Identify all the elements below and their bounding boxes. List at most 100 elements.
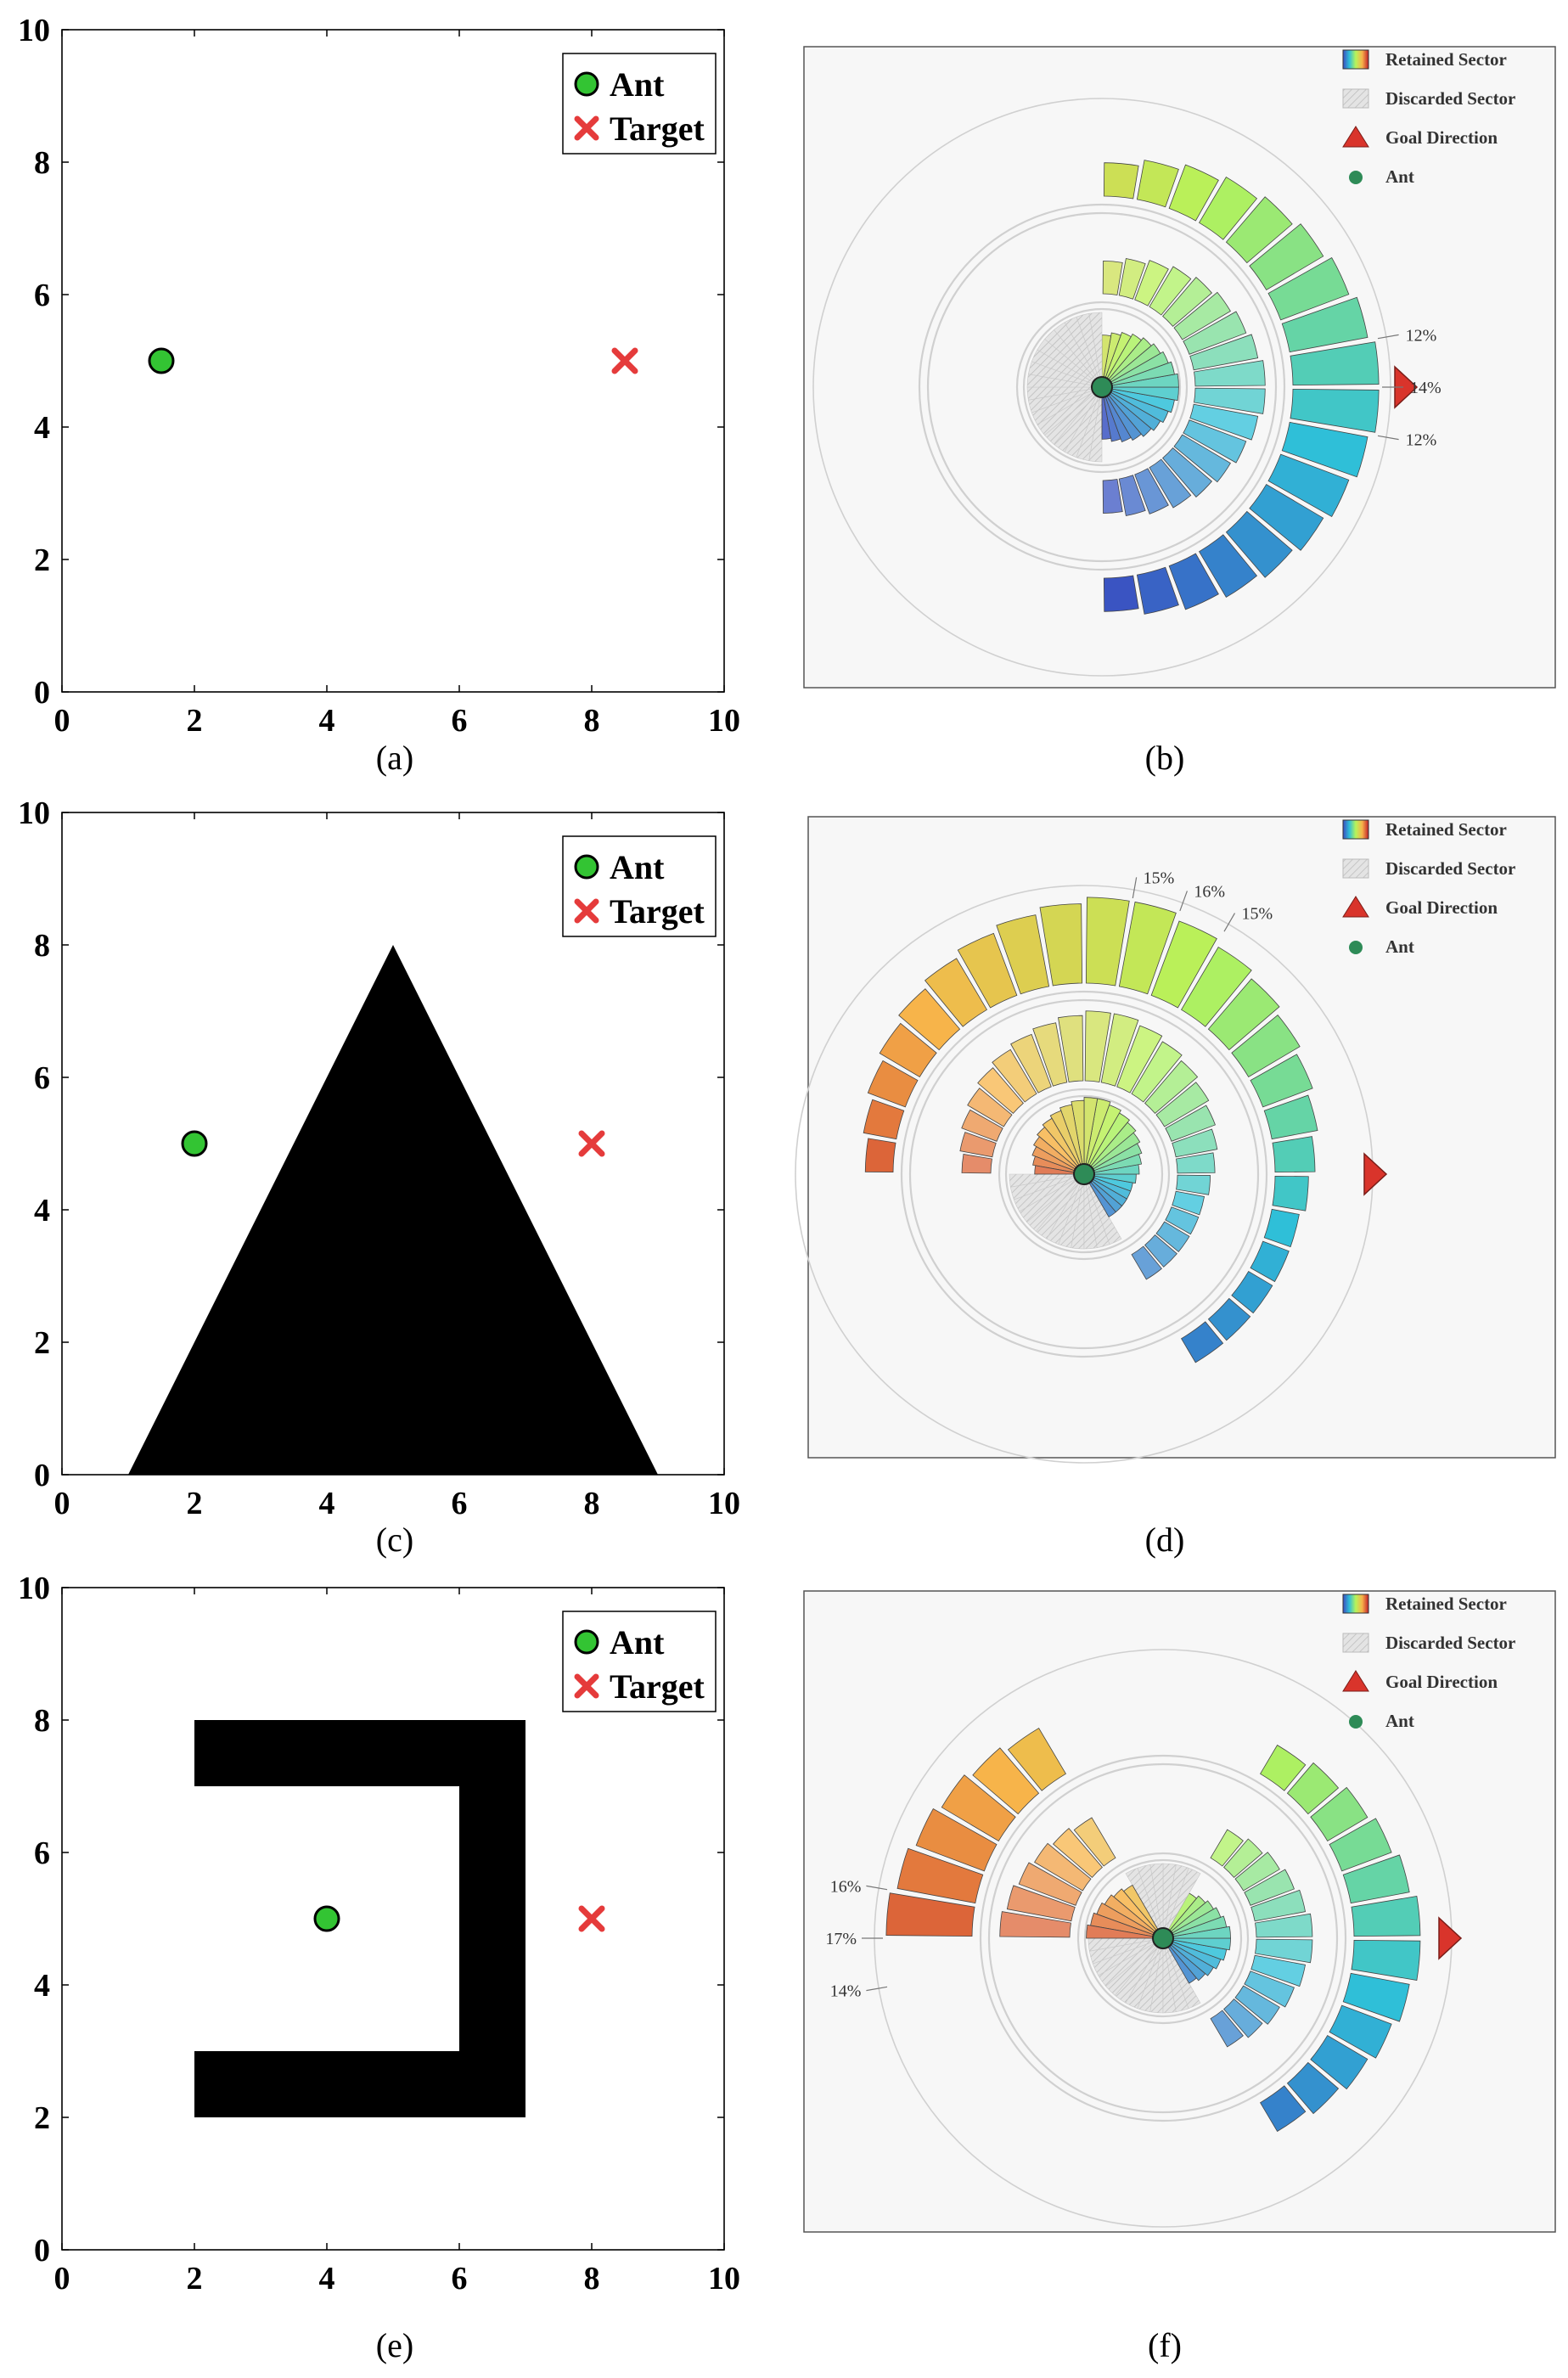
guide-circle [918,203,1286,571]
legend-ant-label: Ant [1385,936,1414,957]
caption-e: (e) [376,2326,413,2364]
discarded-sector [1125,1867,1164,1939]
outer-sector [863,1099,905,1140]
middle-sector [1100,1013,1139,1087]
y-tick-label: 0 [34,675,50,711]
x-tick-label: 10 [708,1486,740,1521]
ant-point [181,1130,208,1157]
legend-ant-swatch [1349,1715,1363,1729]
middle-sector [1102,260,1123,295]
guide-circle [1076,1852,1250,2025]
y-tick-label: 10 [18,1571,50,1606]
legend-target-label: Target [610,110,705,148]
inner-sector [1049,1110,1085,1175]
outer-sector [1198,176,1258,240]
legend-box-a [562,53,717,155]
middle-sector [1053,1828,1103,1878]
y-tick-label: 6 [34,1060,50,1096]
outer-sector [1310,1786,1368,1842]
middle-sector [1189,334,1259,371]
outer-sector [1351,1939,1421,1981]
annotation-label: 16% [1194,882,1225,901]
middle-sector [1116,1025,1163,1093]
outer-sector [1136,160,1179,208]
x-tick-label: 4 [319,1486,335,1521]
inner-sector [1101,332,1121,388]
middle-sector [1118,475,1146,516]
scatter-panel-e: 0 2 4 6 8 10 0 2 4 6 8 10 Ant Target (e) [18,1571,740,2364]
middle-sector [1149,266,1192,316]
outer-sector [1103,162,1139,200]
outer-sector [1342,1854,1410,1904]
legend-discarded-swatch [1342,1633,1369,1653]
inner-sector [1037,1127,1085,1175]
legend-retained-label: Retained Sector [1385,1594,1507,1614]
outer-sector [1103,575,1139,612]
guide-circle [987,1762,1339,2114]
legend-discarded-label: Discarded Sector [1385,1633,1515,1653]
middle-sector [1176,1152,1216,1174]
inner-sector [1034,1165,1085,1175]
legend-discarded-label: Discarded Sector [1385,88,1515,109]
middle-sector [1234,1985,1280,2025]
middle-sector [1223,1999,1263,2038]
legend-retained-label: Retained Sector [1385,819,1507,840]
middle-sector [1010,1033,1052,1093]
legend-ant-label: Ant [1385,1711,1414,1731]
inner-sector [1101,343,1161,388]
legend-goal-swatch [1342,896,1369,918]
legend-ant-marker [574,1629,599,1655]
middle-sector [1073,1817,1116,1867]
inner-sector [1042,1117,1085,1175]
middle-sector [1118,258,1146,300]
outer-sector [925,958,988,1027]
outer-sector [1310,2034,1368,2090]
inner-sector [1101,351,1169,388]
annotation-leader [1179,891,1188,912]
middle-sector [1255,1938,1313,1964]
middle-sector [1172,1190,1206,1216]
middle-sector [1018,1862,1082,1906]
middle-sector [1149,458,1192,509]
annotation-label: 15% [1144,869,1175,887]
annotation-label: 12% [1406,326,1437,345]
outer-sector [1329,1818,1392,1872]
guide-circle [1022,307,1182,467]
middle-sector [1006,1885,1076,1922]
outer-sector [1290,388,1380,433]
outer-sector [864,1138,896,1173]
outer-sector [915,1807,998,1872]
outer-sector [1136,566,1179,615]
legend-goal-label: Goal Direction [1385,1672,1498,1692]
outer-sector [1351,1896,1421,1937]
x-tick-label: 2 [187,2261,203,2296]
middle-sector [1034,1842,1092,1892]
x-tick-label: 6 [452,703,468,739]
legend-box-e [562,1611,717,1712]
guide-circle [1015,301,1189,474]
outer-sector [1281,296,1368,353]
caption-c: (c) [376,1521,413,1559]
x-tick-label: 0 [54,1486,70,1521]
middle-sector [1165,1105,1216,1142]
legend-retained-swatch [1342,819,1369,840]
outer-sector [1286,1762,1340,1815]
inner-sector [1162,1900,1214,1939]
middle-sector [1162,277,1212,327]
annotation-label: 12% [1406,431,1437,450]
outer-sector [1267,256,1350,321]
inner-sector [1101,333,1143,388]
legend-ant-label: Ant [610,1623,665,1661]
legend-retained-swatch [1342,1594,1369,1614]
middle-sector [961,1154,992,1174]
outer-sector [1249,223,1324,291]
x-tick-label: 2 [187,703,203,739]
outer-sector [1329,2004,1392,2059]
outer-sector [867,1060,919,1108]
x-tick-label: 4 [319,703,335,739]
legend-goal-swatch [1342,1670,1369,1692]
annotation-leader [1377,334,1399,340]
middle-sector [1058,1015,1084,1082]
polar-panel-b: 12% 14% 12% Retained Sector Discarded Sector… [803,46,1556,777]
guide-circle [900,990,1268,1358]
